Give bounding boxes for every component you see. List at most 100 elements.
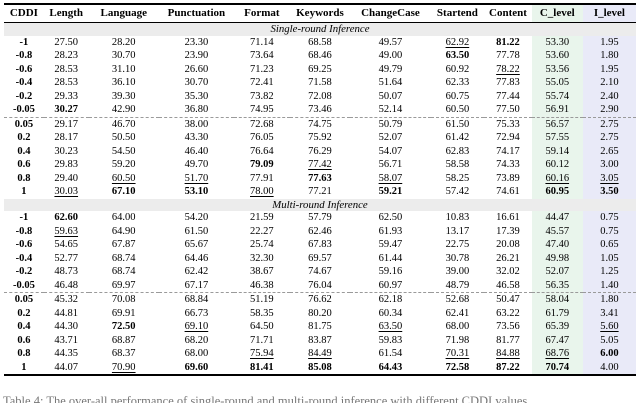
table-cell: 76.64 <box>250 145 274 157</box>
table-cell: 62.46 <box>308 225 332 237</box>
table-cell: 2.90 <box>582 103 636 117</box>
column-header: I_level <box>582 4 636 23</box>
section-banner: Multi-round Inference <box>4 198 636 211</box>
table-cell: 80.20 <box>308 307 332 319</box>
table-cell: 57.79 <box>308 212 332 223</box>
table-header: CDDI Length Language Punctuation Format Keywo… <box>4 4 636 23</box>
table-cell: 55.05 <box>531 76 583 90</box>
table-cell: 5.05 <box>582 333 636 347</box>
table-cell: 2.10 <box>582 76 636 90</box>
table-row: 0.2 44.81 69.91 66.73 58.35 80.20 60.34 62.41 63… <box>4 306 636 320</box>
table-cell: 62.41 <box>445 307 470 319</box>
table-cell: 61.93 <box>378 225 403 237</box>
table-cell: 20.08 <box>496 239 520 250</box>
table-cell: 50.50 <box>111 132 136 143</box>
table-cell: 44.30 <box>54 321 79 332</box>
table-cell: 85.08 <box>308 361 332 373</box>
table-cell: 76.29 <box>308 145 332 157</box>
table-cell: 26.21 <box>496 252 520 264</box>
table-cell: 69.91 <box>111 307 136 319</box>
table-cell: 0.65 <box>582 238 636 252</box>
table-caption: Table 4: The over-all performance of sin… <box>3 394 531 403</box>
table-cell: 73.46 <box>308 104 332 115</box>
table-cell: 56.71 <box>378 159 403 170</box>
table-cell: 3.05 <box>582 171 636 185</box>
table-cell: 67.83 <box>308 239 332 250</box>
table-cell: 59.16 <box>378 266 403 277</box>
table-cell: 69.97 <box>111 279 136 291</box>
table-cell: 63.50 <box>378 321 403 332</box>
table-row: -0.2 29.33 39.30 35.30 73.82 72.08 50.07 60.75 7… <box>4 89 636 103</box>
table-cell: 77.21 <box>308 186 332 197</box>
row-header-cddi: 0.4 <box>17 145 31 157</box>
table-cell: 54.20 <box>184 212 209 223</box>
table-cell: 81.41 <box>250 361 274 373</box>
table-cell: 58.07 <box>378 172 403 184</box>
column-header: Punctuation <box>158 4 235 23</box>
table-cell: 43.30 <box>184 132 209 143</box>
table-cell: 49.79 <box>378 63 403 75</box>
table-row: -0.05 46.48 69.97 67.17 46.38 76.04 60.97 48.79… <box>4 278 636 293</box>
table-cell: 54.50 <box>111 145 136 157</box>
table-cell: 36.10 <box>111 77 136 88</box>
table-cell: 74.75 <box>289 116 351 131</box>
column-header: Startend <box>430 4 485 23</box>
table-cell: 53.10 <box>184 186 209 197</box>
table-cell: 26.60 <box>184 63 209 75</box>
table-cell: 64.90 <box>111 225 136 237</box>
table-cell: 67.17 <box>184 279 209 291</box>
table-cell: 48.79 <box>445 279 470 291</box>
table-cell: 77.44 <box>496 90 520 102</box>
table-cell: 46.70 <box>88 116 159 131</box>
row-header-cddi: 0.6 <box>17 334 31 346</box>
table-cell: 74.67 <box>308 266 332 277</box>
table-cell: 76.05 <box>250 132 274 143</box>
table-cell: 61.42 <box>445 132 470 143</box>
table-cell: 75.94 <box>250 348 274 359</box>
table-cell: 71.14 <box>250 36 274 48</box>
table-cell: 39.00 <box>445 266 470 277</box>
table-cell: 27.50 <box>54 36 79 48</box>
row-header-cddi: -0.2 <box>15 90 33 102</box>
table-cell: 64.00 <box>111 212 136 223</box>
table-cell: 74.61 <box>496 186 520 197</box>
table-cell: 60.12 <box>531 158 583 172</box>
table-cell: 77.78 <box>496 50 520 61</box>
table-row: -0.4 52.77 68.74 64.46 32.30 69.57 61.44 30.78 2… <box>4 251 636 265</box>
table-cell: 47.40 <box>531 238 583 252</box>
table-cell: 62.18 <box>350 292 431 307</box>
table-row: 1 44.07 70.90 69.60 81.41 85.08 64.43 72.58 87.2… <box>4 360 636 375</box>
table-cell: 28.17 <box>54 132 79 143</box>
table-cell: 5.60 <box>582 320 636 334</box>
section-banner-row: Multi-round Inference <box>4 198 636 211</box>
table-cell: 46.48 <box>54 279 79 291</box>
table-row: -0.4 28.53 36.10 30.70 72.41 71.58 51.64 62.33 7… <box>4 76 636 90</box>
table-cell: 61.50 <box>430 116 485 131</box>
table-cell: 69.25 <box>308 63 332 75</box>
row-header-cddi: -0.6 <box>15 239 33 250</box>
table-cell: 17.39 <box>496 225 520 237</box>
table-cell: 29.40 <box>54 172 79 184</box>
table-cell: 61.44 <box>378 252 403 264</box>
table-row: -0.6 54.65 67.87 65.67 25.74 67.83 59.47 22.75 2… <box>4 238 636 252</box>
table-cell: 67.47 <box>531 333 583 347</box>
table-cell: 78.00 <box>250 186 274 197</box>
table-row: 0.2 28.17 50.50 43.30 76.05 75.92 52.07 61.42 72… <box>4 131 636 145</box>
table-cell: 72.58 <box>445 361 470 373</box>
section-banner: Single-round Inference <box>4 22 636 36</box>
table-cell: 69.57 <box>308 252 332 264</box>
table-cell: 81.77 <box>496 334 520 346</box>
table-cell: 1.80 <box>582 292 636 307</box>
table-cell: 38.67 <box>250 266 274 277</box>
table-cell: 64.46 <box>184 252 209 264</box>
table-cell: 13.17 <box>445 225 470 237</box>
table-row: 0.4 30.23 54.50 46.40 76.64 76.29 54.07 62.83 74… <box>4 144 636 158</box>
table-cell: 50.07 <box>378 90 403 102</box>
table-cell: 81.22 <box>496 36 520 48</box>
table-cell: 68.74 <box>111 252 136 264</box>
table-cell: 1.40 <box>582 278 636 293</box>
table-cell: 35.30 <box>184 90 209 102</box>
row-header-cddi: -0.4 <box>15 252 33 264</box>
table-cell: 32.30 <box>250 252 274 264</box>
table-cell: 50.79 <box>350 116 431 131</box>
